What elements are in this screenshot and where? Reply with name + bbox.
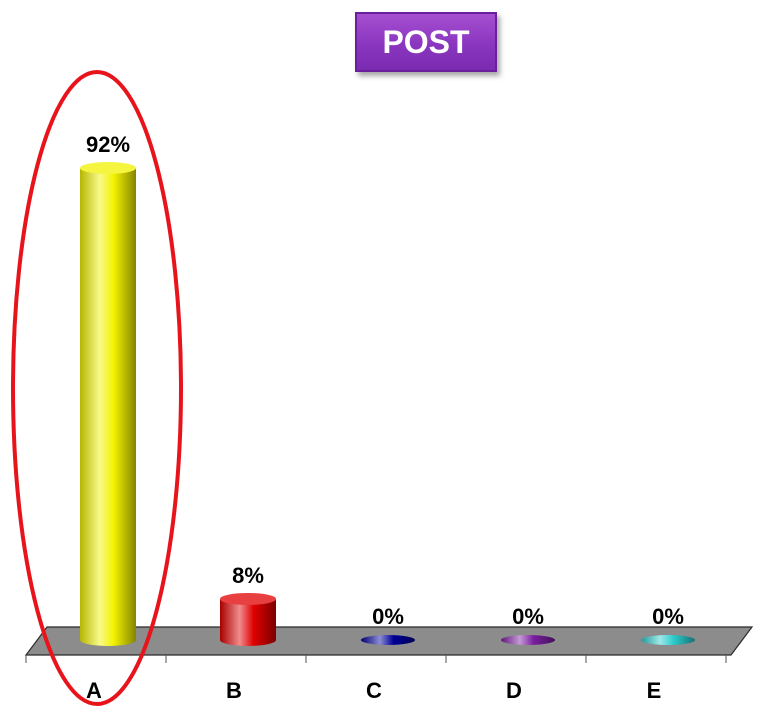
bar-b-body: [220, 598, 276, 646]
category-label-a: A: [86, 678, 102, 703]
highlight-ellipse: [11, 70, 183, 706]
bar-b-top: [220, 592, 276, 605]
bar-c: [361, 635, 415, 645]
bar-a: [80, 162, 136, 646]
bar-e-disc: [641, 635, 695, 645]
category-label-e: E: [647, 678, 662, 703]
bar-a-body: [80, 168, 136, 646]
category-label-d: D: [506, 678, 522, 703]
bar-c-disc: [361, 635, 415, 645]
post-badge: POST: [355, 12, 497, 72]
data-label-e: 0%: [652, 604, 684, 629]
data-label-b: 8%: [232, 563, 264, 588]
bar-a-top: [80, 162, 136, 174]
data-label-c: 0%: [372, 604, 404, 629]
bar-b: [220, 592, 276, 646]
bar-d-disc: [501, 635, 555, 645]
data-label-a: 92%: [86, 132, 130, 157]
data-label-d: 0%: [512, 604, 544, 629]
bar-d: [501, 635, 555, 645]
category-label-c: C: [366, 678, 382, 703]
category-label-b: B: [226, 678, 242, 703]
bar-e: [641, 635, 695, 645]
